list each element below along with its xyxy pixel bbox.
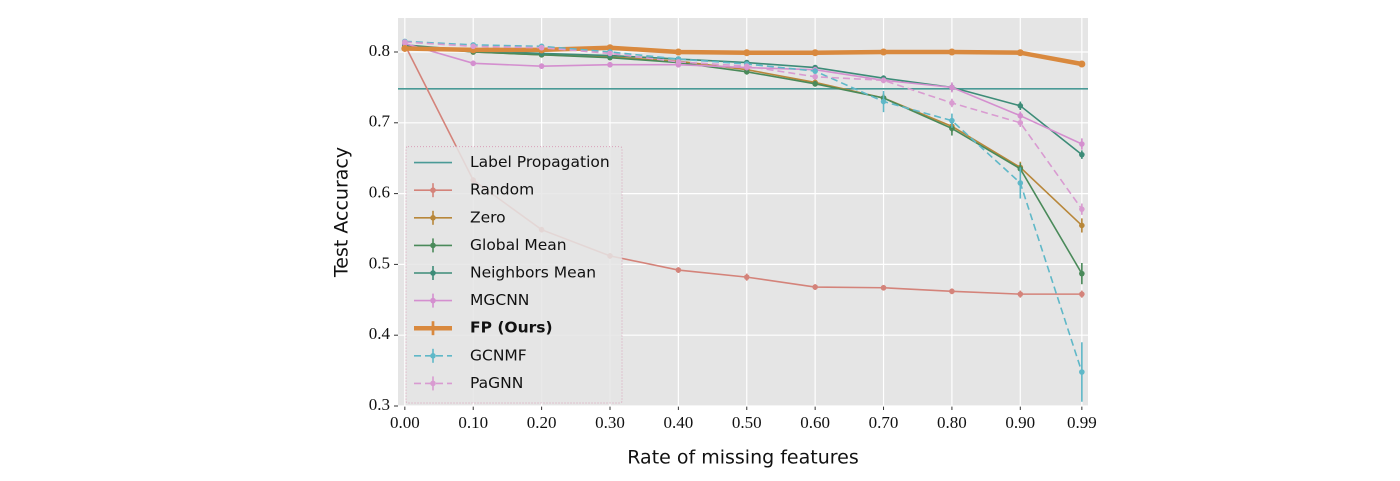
legend-swatch-marker — [430, 215, 436, 221]
y-tick-label: 0.3 — [369, 395, 390, 414]
x-tick-label: 0.70 — [869, 413, 899, 432]
marker — [743, 49, 751, 57]
marker — [743, 274, 750, 280]
legend-label: PaGNN — [470, 374, 523, 392]
y-tick-label: 0.8 — [369, 41, 390, 60]
legend-swatch-marker — [430, 380, 436, 387]
y-axis-label: Test Accuracy — [331, 147, 353, 278]
legend-label: FP (Ours) — [470, 319, 553, 337]
x-tick-label: 0.00 — [390, 413, 420, 432]
x-tick-label: 0.80 — [937, 413, 967, 432]
marker — [675, 59, 682, 65]
marker — [743, 63, 750, 69]
legend-label: Neighbors Mean — [470, 264, 596, 282]
marker — [948, 48, 956, 56]
marker — [880, 77, 887, 84]
x-tick-label: 0.20 — [527, 413, 557, 432]
legend-box — [405, 146, 623, 404]
marker — [1078, 60, 1086, 68]
marker — [880, 48, 888, 56]
marker — [606, 44, 614, 52]
marker — [1079, 206, 1085, 212]
marker — [675, 267, 682, 273]
marker — [949, 125, 955, 132]
x-axis-label: Rate of missing features — [627, 447, 858, 469]
marker — [812, 73, 818, 80]
y-tick-label: 0.4 — [369, 324, 391, 343]
legend-swatch-marker — [430, 353, 436, 359]
marker — [1079, 222, 1085, 229]
y-tick-label: 0.6 — [369, 182, 390, 201]
marker — [949, 84, 955, 91]
legend-label: GCNMF — [470, 346, 527, 364]
x-tick-label: 0.30 — [595, 413, 625, 432]
marker — [812, 284, 818, 290]
marker — [1017, 112, 1024, 119]
x-tick-label: 0.60 — [800, 413, 830, 432]
marker — [1079, 270, 1085, 277]
x-tick-label: 0.40 — [664, 413, 694, 432]
legend-swatch-marker — [430, 270, 436, 276]
marker — [812, 81, 818, 87]
legend: Label Propagation Random Zero Global Mean Ne… — [405, 146, 623, 404]
marker — [1079, 151, 1085, 158]
legend-label: MGCNN — [470, 291, 529, 309]
marker — [607, 50, 613, 57]
legend-label: Label Propagation — [470, 153, 610, 171]
marker — [811, 49, 819, 57]
marker — [1017, 291, 1024, 297]
y-tick-label: 0.5 — [369, 253, 390, 272]
legend-label: Global Mean — [470, 236, 567, 254]
marker — [949, 100, 955, 106]
marker — [1079, 369, 1085, 375]
legend-label: Random — [470, 181, 534, 199]
marker — [1016, 49, 1024, 57]
marker — [743, 69, 750, 75]
x-tick-label: 0.10 — [458, 413, 488, 432]
legend-swatch-marker — [430, 325, 436, 332]
marker — [402, 39, 408, 45]
marker — [1017, 102, 1024, 109]
marker — [949, 117, 955, 124]
marker — [538, 63, 545, 69]
x-tick-label: 0.90 — [1005, 413, 1035, 432]
legend-swatch-marker — [430, 242, 436, 249]
marker — [1079, 141, 1085, 147]
marker — [538, 44, 545, 51]
marker — [470, 60, 477, 67]
marker — [880, 98, 887, 105]
marker — [880, 284, 887, 291]
marker — [1017, 119, 1024, 126]
marker — [674, 48, 682, 56]
marker — [1017, 180, 1024, 186]
marker — [401, 44, 409, 52]
marker — [812, 68, 818, 74]
x-tick-label: 0.99 — [1067, 413, 1097, 432]
marker — [1079, 291, 1085, 297]
legend-swatch-marker — [430, 187, 436, 193]
marker — [607, 61, 613, 68]
y-tick-label: 0.7 — [369, 112, 391, 131]
x-tick-label: 0.50 — [732, 413, 762, 432]
marker — [949, 288, 955, 295]
legend-swatch-marker — [430, 297, 436, 304]
legend-label: Zero — [470, 208, 506, 226]
marker — [470, 43, 477, 50]
